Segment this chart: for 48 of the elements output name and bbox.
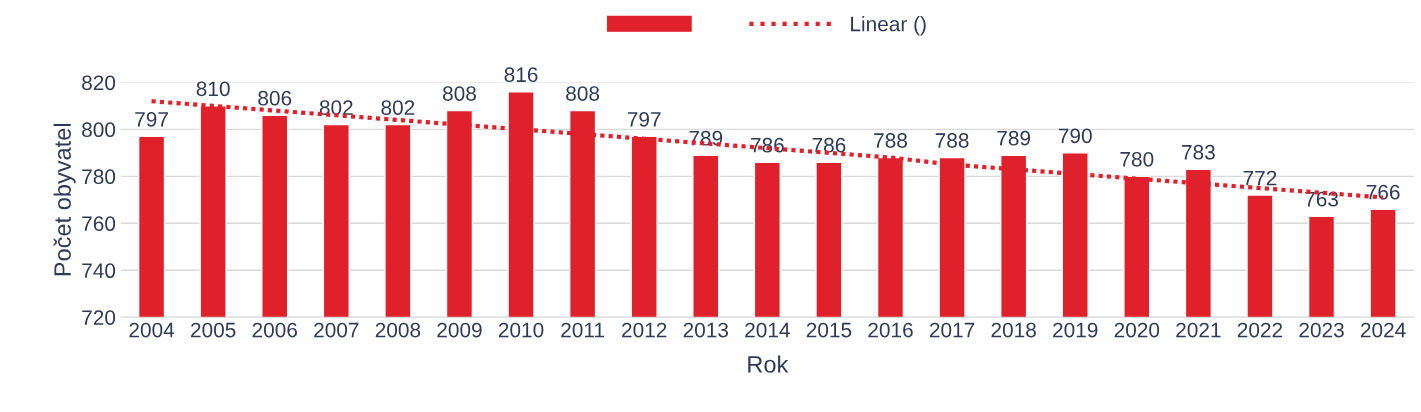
x-tick-label: 2013 [683, 322, 729, 338]
x-tick-label: 2014 [745, 322, 790, 338]
x-tick-label: 2007 [314, 322, 359, 338]
y-tick-label: 780 [82, 169, 116, 185]
data-label: 797 [135, 111, 168, 127]
data-label: 788 [874, 133, 907, 148]
data-label: 808 [566, 86, 600, 101]
data-label: 786 [812, 137, 846, 153]
y-tick-label: 720 [82, 310, 116, 325]
x-tick-label: 2004 [129, 322, 175, 338]
x-tick-label: 2012 [622, 322, 667, 338]
x-tick-label: 2021 [1176, 322, 1221, 338]
x-tick-label: 2017 [929, 322, 975, 338]
x-tick-label: 2006 [252, 322, 297, 338]
y-tick-label: 740 [82, 263, 116, 279]
x-tick-label: 2016 [868, 322, 913, 338]
x-tick-label: 2008 [375, 322, 421, 338]
x-tick-label: 2018 [991, 322, 1036, 338]
data-label: 810 [196, 81, 230, 97]
data-label: 766 [1366, 184, 1400, 200]
x-tick-label: 2024 [1360, 322, 1406, 338]
legend-label: Linear () [851, 16, 926, 36]
y-tick-label: 800 [82, 122, 116, 138]
x-tick-label: 2015 [806, 322, 852, 338]
data-label: 797 [627, 111, 661, 127]
y-axis-title: Počet obyvatel [53, 123, 76, 276]
x-axis-title: Rok [748, 355, 789, 373]
data-label: 802 [381, 100, 415, 115]
data-label: 789 [997, 130, 1031, 146]
data-label: 816 [504, 67, 538, 83]
x-tick-label: 2023 [1299, 322, 1344, 338]
y-tick-label: 820 [82, 75, 116, 91]
data-label: 806 [258, 90, 292, 106]
data-label: 783 [1182, 144, 1215, 160]
data-label: 780 [1120, 151, 1154, 167]
x-tick-label: 2005 [191, 322, 236, 338]
data-label: 786 [751, 137, 784, 153]
data-label: 808 [442, 86, 476, 101]
data-label: 790 [1058, 128, 1092, 144]
x-tick-label: 2010 [498, 322, 544, 338]
x-tick-label: 2019 [1053, 322, 1098, 338]
data-label: 788 [935, 133, 969, 148]
y-tick-label: 760 [82, 216, 116, 232]
x-tick-label: 2009 [437, 322, 482, 338]
x-tick-label: 2022 [1237, 322, 1283, 338]
x-tick-label: 2020 [1114, 322, 1160, 338]
x-tick-label: 2011 [561, 322, 604, 338]
data-label: 772 [1243, 170, 1277, 186]
